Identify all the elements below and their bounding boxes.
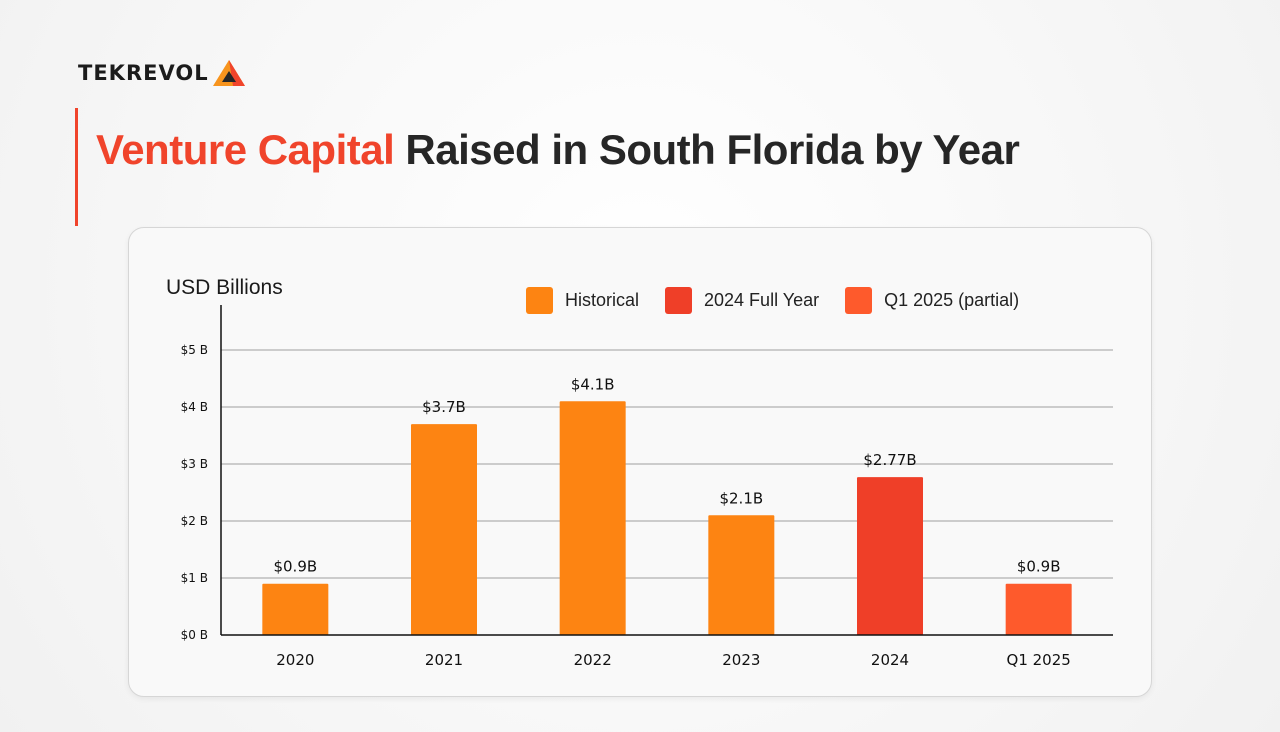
- title-accent-bar: [75, 108, 78, 226]
- data-label: $4.1B: [571, 375, 615, 393]
- x-tick-label: 2023: [722, 651, 760, 669]
- brand-name: TEKREVOL: [78, 61, 209, 85]
- page-title: Venture Capital Raised in South Florida …: [96, 126, 1020, 174]
- brand-logo: TEKREVOL: [78, 58, 247, 88]
- legend-swatch-full-year: [665, 287, 693, 314]
- bar: [559, 401, 626, 635]
- triangle-logo-icon: [212, 60, 245, 86]
- x-tick-label: 2021: [425, 651, 463, 669]
- bar: [262, 583, 329, 635]
- x-tick-label: 2022: [574, 651, 612, 669]
- bar: [857, 477, 923, 635]
- bar: [411, 424, 477, 635]
- chart-legend: Historical 2024 Full Year Q1 2025 (parti…: [526, 287, 1045, 314]
- y-axis-label: USD Billions: [166, 276, 283, 299]
- legend-swatch-partial: [845, 287, 873, 314]
- y-tick-label: $0 B: [181, 628, 208, 642]
- x-tick-label: Q1 2025: [1007, 651, 1071, 669]
- legend-label-historical: Historical: [565, 290, 640, 310]
- data-label: $3.7B: [422, 398, 466, 416]
- y-tick-label: $3 B: [181, 457, 208, 471]
- legend-label-full-year: 2024 Full Year: [704, 290, 820, 310]
- y-tick-label: $1 B: [181, 571, 208, 585]
- bar: [1005, 583, 1072, 635]
- title-rest-text: Raised in South Florida by Year: [394, 126, 1020, 173]
- data-label: $2.77B: [863, 451, 916, 469]
- y-tick-label: $5 B: [181, 343, 208, 357]
- y-tick-label: $4 B: [181, 400, 208, 414]
- legend-swatch-historical: [526, 287, 553, 314]
- title-accent-text: Venture Capital: [96, 126, 395, 173]
- bar: [708, 515, 775, 635]
- data-label: $0.9B: [273, 558, 317, 576]
- legend-label-partial: Q1 2025 (partial): [884, 290, 1020, 310]
- legend-item-historical: Historical: [526, 287, 639, 314]
- data-label: $0.9B: [1017, 558, 1061, 576]
- legend-item-partial: Q1 2025 (partial): [845, 287, 1019, 314]
- x-tick-label: 2020: [276, 651, 314, 669]
- y-tick-label: $2 B: [181, 514, 208, 528]
- legend-item-full-year: 2024 Full Year: [665, 287, 819, 314]
- x-tick-label: 2024: [871, 651, 909, 669]
- data-label: $2.1B: [719, 489, 763, 507]
